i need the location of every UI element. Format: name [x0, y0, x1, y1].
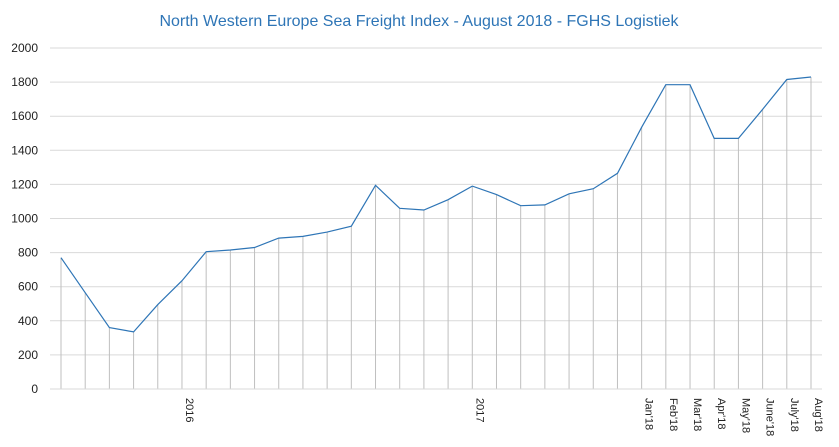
y-tick-label: 800 — [18, 246, 38, 260]
x-tick-label: Mar'18 — [691, 398, 703, 431]
y-tick-label: 1600 — [11, 109, 38, 123]
y-tick-label: 1000 — [11, 212, 38, 226]
y-tick-label: 1200 — [11, 177, 38, 191]
y-tick-label: 1800 — [11, 75, 38, 89]
x-tick-label: 2017 — [473, 398, 485, 422]
y-tick-label: 600 — [18, 280, 38, 294]
y-tick-label: 1400 — [11, 143, 38, 157]
grid-lines — [50, 47, 822, 356]
x-tick-label: Aug'18 — [812, 398, 824, 432]
x-tick-label: Jan'18 — [643, 398, 655, 430]
x-tick-label: Feb'18 — [667, 398, 679, 431]
drop-lines — [60, 76, 812, 389]
series-line — [60, 76, 812, 333]
x-tick-label: Apr'18 — [715, 398, 727, 429]
x-tick-label: 2016 — [183, 398, 195, 422]
y-axis-ticks: 0 200 400 600 800 1000 1200 1400 1600 1800 2000 — [11, 41, 38, 396]
y-tick-label: 0 — [31, 382, 38, 396]
y-tick-label: 200 — [18, 348, 38, 362]
y-tick-label: 2000 — [11, 41, 38, 55]
x-tick-label: May'18 — [739, 398, 751, 433]
x-tick-label: July'18 — [788, 398, 800, 432]
chart-title: North Western Europe Sea Freight Index -… — [159, 13, 679, 30]
y-tick-label: 400 — [18, 314, 38, 328]
x-tick-label: June'18 — [764, 398, 776, 436]
x-axis-labels: 2016 2017 Jan'18 Feb'18 Mar'18 Apr'18 May'18 Ju… — [183, 398, 824, 436]
